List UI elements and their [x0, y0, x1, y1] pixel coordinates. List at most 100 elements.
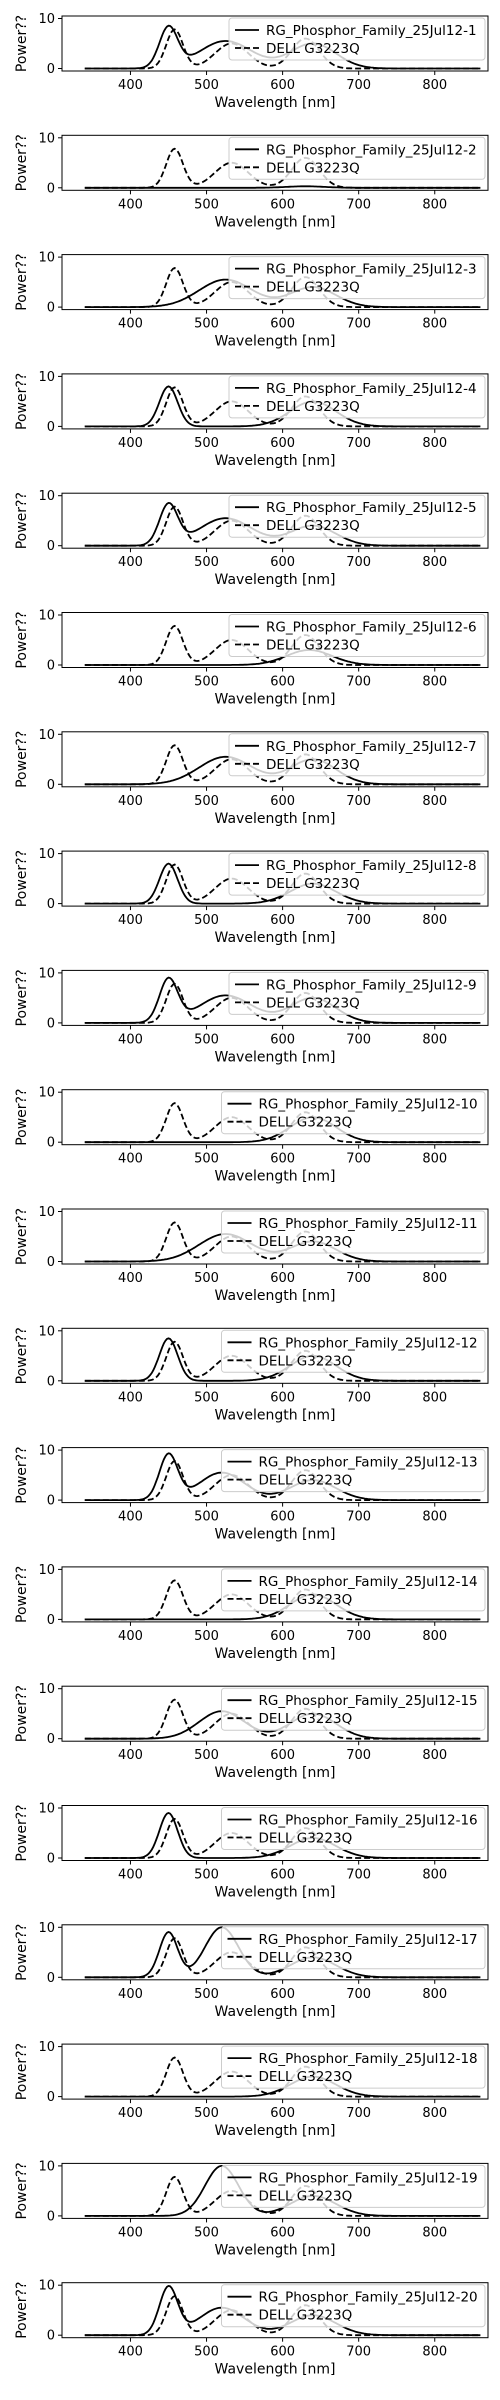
- subplot-9: 400 500 600 700 800 0 10 Wavelength [nm] Power??…: [14, 966, 489, 1065]
- legend-entry: DELL G3223Q: [259, 1115, 353, 1131]
- subplot-19: 400 500 600 700 800 0 10 Wavelength [nm] Power??…: [14, 2159, 489, 2258]
- x-tick-label: 500: [194, 2225, 219, 2240]
- x-tick-label: 800: [422, 2106, 447, 2121]
- y-tick-label: 10: [38, 370, 55, 385]
- x-tick-label: 600: [270, 1748, 295, 1763]
- y-axis-label: Power??: [14, 1446, 30, 1503]
- legend-entry: DELL G3223Q: [259, 2069, 353, 2085]
- legend: RG_Phosphor_Family_25Jul12-4 DELL G3223Q: [228, 375, 486, 419]
- x-tick-label: 700: [346, 1510, 371, 1525]
- x-tick-label: 500: [194, 1629, 219, 1644]
- legend-box: [228, 614, 486, 657]
- reference-line: [84, 1102, 481, 1144]
- legend-entry: RG_Phosphor_Family_25Jul12-13: [259, 1455, 478, 1471]
- x-axis-label: Wavelength [nm]: [215, 572, 336, 588]
- reference-line: [84, 863, 481, 905]
- y-axis-label: Power??: [14, 850, 30, 907]
- x-axis-label: Wavelength [nm]: [215, 2362, 336, 2378]
- legend-entry: RG_Phosphor_Family_25Jul12-16: [259, 1813, 478, 1829]
- y-tick-label: 0: [47, 1852, 55, 1867]
- x-tick-label: 700: [346, 794, 371, 809]
- y-tick-label: 10: [38, 966, 55, 981]
- y-tick-label: 0: [47, 1374, 55, 1389]
- axes-frame: [61, 373, 489, 430]
- x-tick-label: 400: [118, 2225, 143, 2240]
- legend: RG_Phosphor_Family_25Jul12-10 DELL G3223Q: [221, 1091, 486, 1135]
- y-tick-label: 10: [38, 2159, 55, 2174]
- x-tick-label: 600: [270, 2225, 295, 2240]
- series-group: [84, 624, 481, 666]
- legend-entry: DELL G3223Q: [259, 1711, 353, 1727]
- axes-frame: [61, 2043, 489, 2100]
- reference-line: [84, 1221, 481, 1263]
- y-axis-label: Power??: [14, 1089, 30, 1146]
- x-axis-label: Wavelength [nm]: [215, 1527, 336, 1543]
- subplot-3: 400 500 600 700 800 0 10 Wavelength [nm] Power??…: [14, 251, 489, 350]
- legend: RG_Phosphor_Family_25Jul12-1 DELL G3223Q: [228, 17, 486, 61]
- legend-box: [228, 494, 486, 538]
- x-tick-label: 400: [118, 1748, 143, 1763]
- x-tick-label: 400: [118, 1152, 143, 1167]
- legend: RG_Phosphor_Family_25Jul12-17 DELL G3223Q: [221, 1926, 486, 1970]
- subplot-13: 400 500 600 700 800 0 10 Wavelength [nm] Power??…: [14, 1444, 489, 1543]
- y-tick-label: 10: [38, 2279, 55, 2294]
- axes-frame: [61, 134, 489, 191]
- y-tick-label: 10: [38, 847, 55, 862]
- x-tick-label: 700: [346, 1032, 371, 1047]
- series-group: [84, 147, 481, 189]
- x-tick-label: 700: [346, 1271, 371, 1286]
- legend-entry: DELL G3223Q: [266, 399, 360, 415]
- legend-box: [228, 971, 486, 1015]
- y-axis-label: Power??: [14, 731, 30, 788]
- x-axis-label: Wavelength [nm]: [215, 1288, 336, 1304]
- legend-entry: DELL G3223Q: [259, 1592, 353, 1608]
- reference-line: [84, 267, 481, 308]
- x-tick-label: 800: [422, 913, 447, 928]
- y-tick-label: 0: [47, 1494, 55, 1509]
- x-tick-label: 800: [422, 2345, 447, 2360]
- reference-line: [84, 982, 481, 1024]
- legend: RG_Phosphor_Family_25Jul12-13 DELL G3223Q: [221, 1449, 486, 1493]
- x-tick-label: 600: [270, 436, 295, 451]
- x-tick-label: 700: [346, 1987, 371, 2002]
- x-tick-label: 800: [422, 1987, 447, 2002]
- y-axis-label: Power??: [14, 492, 30, 549]
- x-tick-label: 600: [270, 1032, 295, 1047]
- x-tick-label: 600: [270, 794, 295, 809]
- axes-frame: [61, 254, 489, 311]
- x-tick-label: 400: [118, 2345, 143, 2360]
- x-axis-label: Wavelength [nm]: [215, 1407, 336, 1423]
- legend-box: [221, 1091, 486, 1135]
- x-tick-label: 400: [118, 197, 143, 212]
- y-axis-label: Power??: [14, 373, 30, 430]
- legend-box: [221, 1926, 486, 1970]
- y-tick-label: 0: [47, 539, 55, 554]
- y-tick-label: 10: [38, 1324, 55, 1339]
- y-tick-label: 0: [47, 2090, 55, 2105]
- legend-entry: RG_Phosphor_Family_25Jul12-2: [266, 142, 477, 158]
- legend-entry: RG_Phosphor_Family_25Jul12-10: [259, 1097, 478, 1113]
- legend-box: [221, 1807, 486, 1850]
- subplot-20: 400 500 600 700 800 0 10 Wavelength [nm] Power??…: [14, 2279, 489, 2378]
- legend-entry: DELL G3223Q: [266, 280, 360, 296]
- legend-box: [221, 1210, 486, 1254]
- x-axis-label: Wavelength [nm]: [215, 214, 336, 230]
- legend-entry: RG_Phosphor_Family_25Jul12-1: [266, 23, 477, 39]
- x-tick-label: 700: [346, 675, 371, 690]
- y-axis-label: Power??: [14, 1924, 30, 1981]
- y-axis-label: Power??: [14, 1685, 30, 1742]
- x-tick-label: 700: [346, 555, 371, 570]
- y-tick-label: 0: [47, 1971, 55, 1986]
- legend: RG_Phosphor_Family_25Jul12-16 DELL G3223Q: [221, 1807, 486, 1850]
- legend: RG_Phosphor_Family_25Jul12-5 DELL G3223Q: [228, 494, 486, 538]
- x-tick-label: 600: [270, 2106, 295, 2121]
- x-tick-label: 700: [346, 913, 371, 928]
- subplot-8: 400 500 600 700 800 0 10 Wavelength [nm] Power??…: [14, 847, 489, 946]
- reference-line: [84, 505, 481, 547]
- x-tick-label: 800: [422, 1271, 447, 1286]
- legend-box: [221, 1329, 486, 1373]
- reference-line: [84, 28, 481, 70]
- legend-entry: RG_Phosphor_Family_25Jul12-20: [259, 2290, 478, 2306]
- axes-frame: [61, 612, 489, 668]
